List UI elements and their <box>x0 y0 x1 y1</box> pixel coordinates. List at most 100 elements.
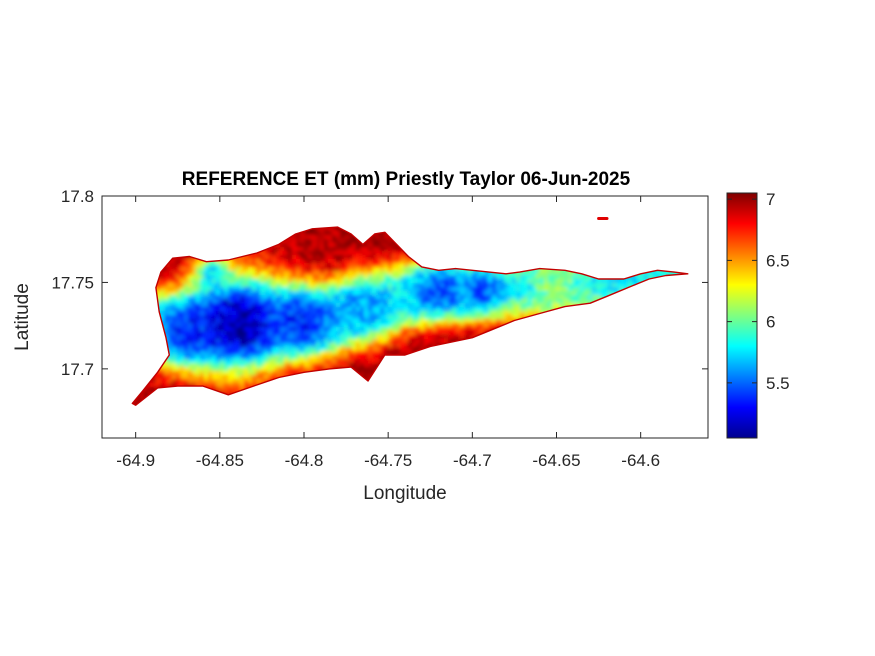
et-cell <box>212 299 217 304</box>
et-cell <box>432 315 437 320</box>
et-cell <box>140 391 145 396</box>
et-cell <box>152 379 157 384</box>
et-cell <box>308 271 313 276</box>
et-cell <box>332 363 337 368</box>
et-cell <box>548 299 553 304</box>
et-cell <box>256 371 261 376</box>
et-cell <box>368 267 373 272</box>
et-cell <box>508 275 513 280</box>
et-cell <box>272 363 277 368</box>
et-cell <box>280 271 285 276</box>
et-cell <box>320 311 325 316</box>
et-cell <box>248 275 253 280</box>
et-cell <box>344 267 349 272</box>
et-cell <box>196 295 201 300</box>
et-cell <box>520 271 525 276</box>
et-cell <box>388 327 393 332</box>
et-cell <box>364 355 369 360</box>
et-cell <box>256 315 261 320</box>
et-cell <box>176 287 181 292</box>
et-cell <box>212 263 217 268</box>
et-cell <box>368 259 373 264</box>
et-cell <box>468 327 473 332</box>
et-cell <box>272 347 277 352</box>
et-cell <box>168 347 173 352</box>
et-cell <box>408 307 413 312</box>
et-cell <box>280 303 285 308</box>
et-cell <box>412 267 417 272</box>
et-cell <box>172 339 177 344</box>
et-cell <box>192 371 197 376</box>
et-cell <box>372 351 377 356</box>
et-cell <box>168 315 173 320</box>
et-cell <box>496 279 501 284</box>
et-cell <box>488 295 493 300</box>
et-cell <box>276 311 281 316</box>
et-cell <box>236 311 241 316</box>
et-cell <box>268 339 273 344</box>
et-cell <box>192 291 197 296</box>
et-cell <box>212 323 217 328</box>
et-cell <box>548 307 553 312</box>
et-cell <box>488 291 493 296</box>
et-cell <box>276 295 281 300</box>
et-cell <box>232 367 237 372</box>
et-cell <box>352 267 357 272</box>
et-cell <box>340 319 345 324</box>
et-cell <box>304 263 309 268</box>
et-cell <box>232 355 237 360</box>
et-cell <box>536 275 541 280</box>
et-cell <box>236 275 241 280</box>
et-cell <box>312 295 317 300</box>
et-cell <box>328 247 333 252</box>
et-cell <box>252 375 257 380</box>
et-cell <box>216 311 221 316</box>
et-cell <box>364 335 369 340</box>
et-cell <box>348 331 353 336</box>
et-cell <box>392 319 397 324</box>
et-cell <box>276 251 281 256</box>
et-cell <box>272 335 277 340</box>
et-cell <box>200 339 205 344</box>
et-cell <box>168 299 173 304</box>
et-cell <box>176 307 181 312</box>
et-cell <box>424 331 429 336</box>
et-cell <box>272 375 277 380</box>
et-cell <box>272 351 277 356</box>
et-cell <box>200 319 205 324</box>
et-cell <box>376 279 381 284</box>
et-cell <box>536 271 541 276</box>
et-cell <box>140 395 145 400</box>
et-cell <box>296 335 301 340</box>
et-cell <box>224 383 229 388</box>
et-cell <box>256 299 261 304</box>
et-cell <box>320 271 325 276</box>
et-cell <box>516 271 521 276</box>
et-cell <box>364 299 369 304</box>
et-cell <box>400 279 405 284</box>
et-cell <box>408 275 413 280</box>
et-cell <box>528 307 533 312</box>
et-cell <box>228 339 233 344</box>
et-cell <box>308 363 313 368</box>
et-cell <box>244 335 249 340</box>
et-cell <box>288 303 293 308</box>
et-cell <box>428 275 433 280</box>
et-cell <box>332 299 337 304</box>
et-cell <box>224 279 229 284</box>
et-cell <box>168 379 173 384</box>
et-cell <box>236 307 241 312</box>
et-cell <box>388 351 393 356</box>
et-cell <box>408 327 413 332</box>
et-cell <box>460 323 465 328</box>
et-cell <box>296 367 301 372</box>
et-cell <box>220 339 225 344</box>
et-cell <box>196 339 201 344</box>
et-cell <box>396 279 401 284</box>
et-cell <box>320 263 325 268</box>
et-cell <box>384 303 389 308</box>
et-cell <box>344 323 349 328</box>
et-cell <box>252 359 257 364</box>
et-cell <box>208 283 213 288</box>
et-cell <box>448 315 453 320</box>
